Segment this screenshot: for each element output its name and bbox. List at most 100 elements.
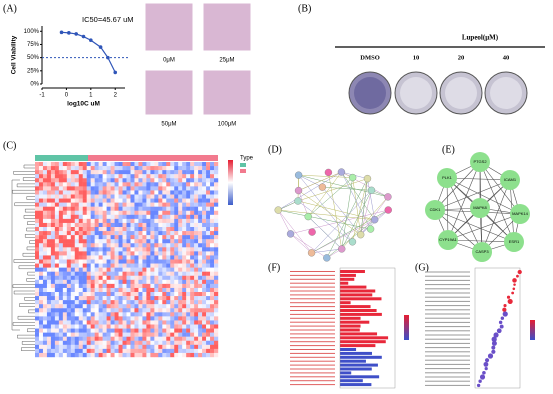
heat-cell bbox=[210, 235, 215, 240]
heat-cell bbox=[166, 271, 171, 276]
heat-cell bbox=[166, 304, 171, 309]
panel-label: (D) bbox=[268, 144, 282, 155]
heat-cell bbox=[110, 300, 115, 305]
dendrogram bbox=[11, 179, 20, 331]
dot bbox=[503, 304, 507, 308]
heat-cell bbox=[46, 271, 52, 276]
heat-cell bbox=[50, 206, 56, 211]
heat-cell bbox=[42, 304, 48, 309]
heat-cell bbox=[90, 275, 95, 281]
heat-cell bbox=[110, 210, 115, 216]
bar bbox=[340, 379, 363, 383]
heat-cell bbox=[74, 202, 79, 207]
heat-cell bbox=[178, 202, 183, 207]
heat-cell bbox=[182, 340, 187, 346]
bar bbox=[340, 305, 371, 309]
panel-label: (B) bbox=[298, 3, 311, 14]
heat-cell bbox=[138, 162, 143, 167]
heat-cell bbox=[194, 194, 199, 199]
edge bbox=[298, 174, 353, 178]
node bbox=[470, 152, 490, 172]
heat-cell bbox=[210, 222, 215, 228]
heat-cell bbox=[114, 190, 119, 195]
heat-cell bbox=[122, 340, 127, 346]
heat-cell bbox=[42, 206, 48, 211]
heat-cell bbox=[38, 316, 44, 321]
heat-cell bbox=[54, 324, 60, 329]
heat-cell bbox=[190, 332, 195, 337]
heat-cell bbox=[166, 312, 171, 317]
heat-cell bbox=[106, 186, 111, 191]
heat-cell bbox=[190, 336, 195, 341]
heat-cell bbox=[70, 182, 75, 187]
heat-cell bbox=[126, 312, 131, 317]
heat-cell bbox=[174, 194, 179, 199]
heat-cell bbox=[114, 263, 119, 268]
heat-cell bbox=[122, 239, 127, 244]
heat-cell bbox=[182, 210, 187, 216]
heat-cell bbox=[118, 190, 123, 195]
point bbox=[106, 55, 110, 60]
heat-cell bbox=[38, 348, 44, 354]
heat-cell bbox=[210, 186, 215, 191]
heat-cell bbox=[138, 251, 143, 256]
heat-cell bbox=[206, 174, 211, 179]
heat-cell bbox=[46, 340, 52, 346]
bar bbox=[340, 309, 377, 312]
heat-cell bbox=[42, 210, 48, 216]
heat-cell bbox=[78, 328, 83, 333]
heat-cell bbox=[174, 222, 179, 228]
heat-cell bbox=[102, 279, 107, 285]
heat-cell bbox=[35, 279, 40, 285]
heat-cell bbox=[174, 259, 179, 264]
heat-cell bbox=[46, 210, 52, 216]
heat-cell bbox=[186, 162, 191, 167]
heat-cell bbox=[82, 324, 87, 329]
heat-cell bbox=[114, 304, 119, 309]
node-label: PLK1 bbox=[442, 175, 453, 180]
dot bbox=[491, 340, 497, 346]
bar bbox=[340, 297, 382, 301]
heat-cell bbox=[186, 308, 191, 313]
heat-cell bbox=[178, 292, 183, 297]
heat-cell bbox=[210, 206, 215, 211]
heat-cell bbox=[114, 287, 119, 293]
heat-cell bbox=[98, 198, 103, 203]
heat-cell bbox=[46, 190, 52, 195]
heat-cell bbox=[82, 352, 87, 358]
dendrogram bbox=[12, 322, 35, 326]
heat-cell bbox=[74, 340, 79, 346]
node bbox=[384, 193, 392, 201]
heat-cell bbox=[70, 263, 75, 268]
heat-cell bbox=[70, 336, 75, 341]
term bbox=[290, 325, 335, 327]
heat-cell bbox=[154, 296, 159, 301]
heat-cell bbox=[182, 235, 187, 240]
heat-cell bbox=[54, 251, 60, 256]
y-axis-label: Cell Viability bbox=[11, 35, 18, 74]
heat-cell bbox=[202, 166, 207, 171]
heat-cell bbox=[182, 300, 187, 305]
heat-cell bbox=[38, 202, 44, 207]
heat-cell bbox=[114, 275, 119, 281]
heat-cell bbox=[178, 170, 183, 175]
heat-cell bbox=[202, 308, 207, 313]
heat-cell bbox=[70, 271, 75, 276]
heat-cell bbox=[78, 222, 83, 228]
heat-cell bbox=[154, 194, 159, 199]
heat-cell bbox=[94, 292, 99, 297]
heat-cell bbox=[74, 243, 79, 248]
heat-cell bbox=[38, 340, 44, 346]
heat-cell bbox=[66, 255, 72, 260]
heat-cell bbox=[190, 279, 195, 285]
heat-cell bbox=[102, 352, 107, 358]
heat-cell bbox=[50, 235, 56, 240]
heat-cell bbox=[118, 263, 123, 268]
heat-cell bbox=[206, 218, 211, 224]
heat-cell bbox=[42, 190, 48, 195]
node bbox=[363, 174, 372, 183]
heat-cell bbox=[214, 222, 219, 228]
heat-cell bbox=[78, 259, 83, 264]
heat-cell bbox=[190, 283, 195, 289]
heat-cell bbox=[42, 166, 48, 171]
